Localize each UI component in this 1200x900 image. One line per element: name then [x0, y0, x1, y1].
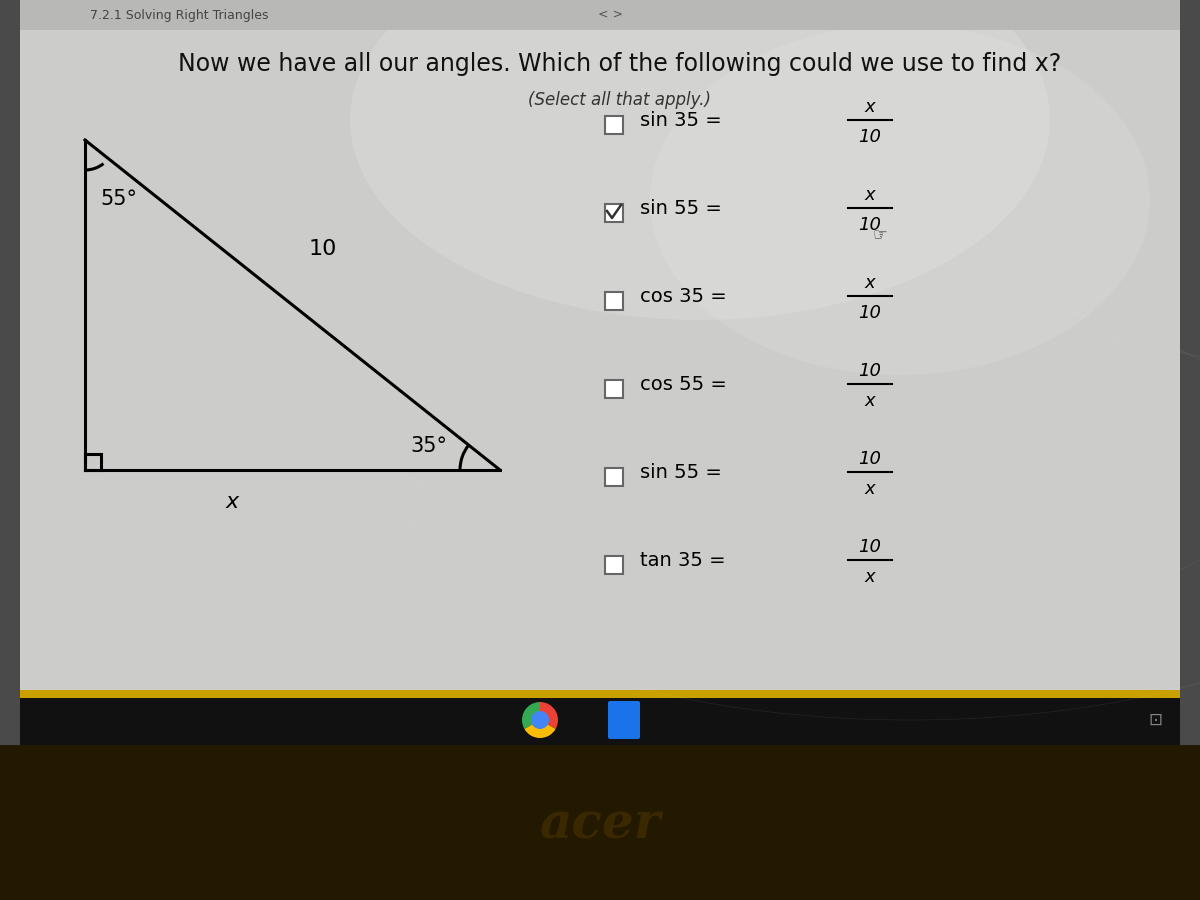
- Text: 35°: 35°: [410, 436, 446, 456]
- Text: sin 55 =: sin 55 =: [640, 199, 728, 218]
- Text: 7.2.1 Solving Right Triangles: 7.2.1 Solving Right Triangles: [90, 8, 269, 22]
- Text: cos 35 =: cos 35 =: [640, 286, 733, 305]
- FancyBboxPatch shape: [605, 292, 623, 310]
- Text: tan 35 =: tan 35 =: [640, 551, 732, 570]
- Text: x: x: [865, 98, 875, 116]
- Text: x: x: [865, 392, 875, 410]
- Polygon shape: [20, 0, 1180, 690]
- FancyBboxPatch shape: [608, 701, 640, 739]
- Ellipse shape: [350, 0, 1050, 320]
- Text: (Select all that apply.): (Select all that apply.): [528, 91, 712, 109]
- Text: x: x: [226, 492, 239, 512]
- FancyBboxPatch shape: [605, 468, 623, 486]
- Text: sin 55 =: sin 55 =: [640, 463, 728, 482]
- Polygon shape: [20, 0, 1180, 30]
- Wedge shape: [522, 702, 540, 729]
- Text: x: x: [865, 274, 875, 292]
- Polygon shape: [20, 690, 1180, 698]
- Text: cos 55 =: cos 55 =: [640, 374, 733, 393]
- Text: ⊡: ⊡: [1148, 711, 1162, 729]
- Text: < >: < >: [598, 8, 623, 22]
- Text: 10: 10: [858, 128, 882, 146]
- Text: 10: 10: [858, 304, 882, 322]
- Text: 10: 10: [308, 239, 337, 259]
- Polygon shape: [20, 695, 1180, 745]
- FancyBboxPatch shape: [605, 380, 623, 398]
- Text: acer: acer: [540, 800, 660, 850]
- Wedge shape: [524, 720, 556, 738]
- Text: Now we have all our angles. Which of the following could we use to find x?: Now we have all our angles. Which of the…: [179, 52, 1062, 76]
- Polygon shape: [0, 745, 1200, 900]
- Text: x: x: [865, 480, 875, 498]
- Ellipse shape: [650, 25, 1150, 375]
- Text: 55°: 55°: [100, 189, 137, 209]
- Wedge shape: [540, 702, 558, 729]
- FancyBboxPatch shape: [605, 556, 623, 574]
- FancyBboxPatch shape: [605, 116, 623, 134]
- Text: 10: 10: [858, 362, 882, 380]
- Text: ☞: ☞: [872, 226, 888, 244]
- Text: 10: 10: [858, 216, 882, 234]
- Text: 10: 10: [858, 450, 882, 468]
- Circle shape: [530, 711, 550, 729]
- Text: x: x: [865, 186, 875, 204]
- Text: 10: 10: [858, 538, 882, 556]
- Text: x: x: [865, 568, 875, 586]
- Text: sin 35 =: sin 35 =: [640, 111, 728, 130]
- FancyBboxPatch shape: [605, 204, 623, 222]
